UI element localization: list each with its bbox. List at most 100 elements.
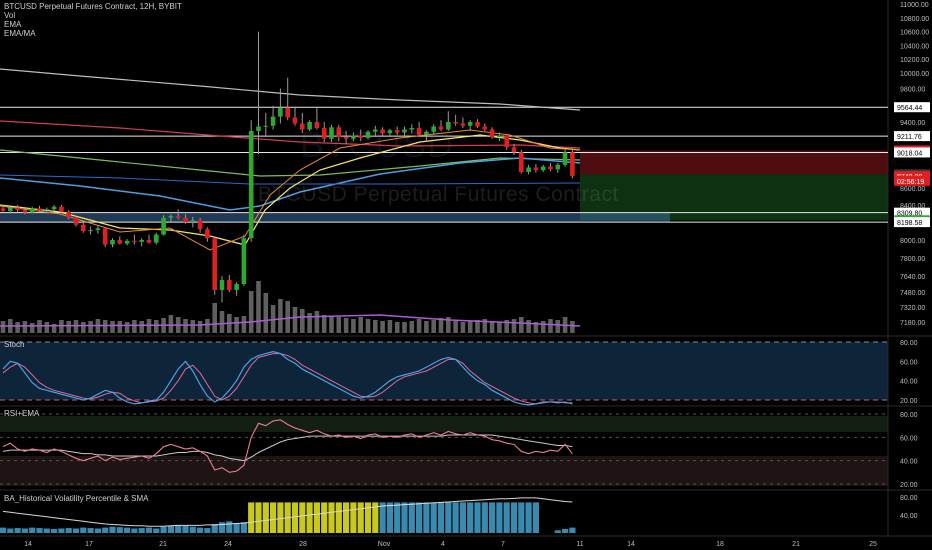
candle-body (117, 240, 123, 244)
volume-bar (66, 321, 71, 333)
candle-body (482, 126, 488, 130)
ema-orange-line (0, 129, 581, 251)
candle-body (183, 217, 188, 222)
candle-body (205, 229, 210, 239)
candle-body (219, 280, 225, 290)
indicator-vol[interactable]: Vol (4, 11, 16, 20)
price-axis-tick: 7180.00 (900, 320, 925, 327)
candle-body (329, 127, 334, 139)
hv-bar (481, 502, 488, 533)
time-axis-tick: Nov (378, 541, 391, 548)
hv-bar (124, 527, 131, 533)
candle-body (300, 123, 305, 130)
volume-bar (59, 320, 64, 333)
candle-body (467, 122, 473, 126)
candle-body (102, 228, 108, 245)
volume-bar (183, 319, 188, 333)
ma-red-line (0, 120, 581, 149)
volume-bar (307, 313, 312, 333)
stoch-axis-tick: 40.00 (900, 379, 918, 386)
price-axis-tick: 8400.00 (900, 203, 925, 210)
volume-bar (467, 321, 473, 333)
candle-body (234, 284, 239, 290)
price-axis-tick: 9800.00 (900, 87, 925, 94)
watermark-text: BTCUSD Perpetual Futures Contract (258, 183, 619, 206)
hv-bar (270, 502, 277, 533)
hv-bar (7, 528, 14, 533)
time-axis-tick: 14 (24, 541, 32, 548)
ma-green-line (0, 149, 581, 177)
candle-body (197, 220, 203, 230)
indicator-ema[interactable]: EMA (4, 20, 22, 29)
candle-body (497, 135, 502, 137)
time-axis-tick: 28 (299, 541, 307, 548)
watermark-ticker: BTCUSD (300, 124, 455, 165)
candle-body (438, 126, 444, 130)
hv-bar (306, 502, 313, 533)
hv-bar (94, 528, 101, 533)
candle-body (409, 128, 415, 130)
price-label-text: 9018.04 (897, 150, 922, 157)
volume-bar (460, 322, 466, 333)
candle-body (519, 152, 524, 172)
indicator-ema-ma[interactable]: EMA/MA (4, 29, 36, 38)
candle-body (570, 152, 575, 177)
hv-bar (562, 528, 569, 533)
candle-body (161, 217, 166, 235)
candle-body (285, 107, 290, 118)
volume-bar (548, 319, 553, 333)
volume-bar (124, 322, 130, 333)
hv-bar (109, 526, 116, 533)
hv-bar (401, 502, 408, 533)
hv-bar (197, 527, 204, 533)
time-axis-tick: 18 (716, 541, 724, 548)
rsi-label[interactable]: RSI+EMA (4, 409, 40, 418)
hv-bar (211, 524, 218, 533)
volume-bar (88, 321, 93, 333)
hv-bar (335, 502, 342, 533)
candle-body (263, 125, 269, 127)
candle-body (29, 208, 35, 213)
candle-body (241, 238, 247, 284)
volume-bar (190, 320, 196, 333)
hv-bar (291, 502, 299, 533)
hv-bar (408, 502, 415, 533)
candle-body (431, 126, 436, 132)
candle-body (248, 131, 254, 239)
hv-bar (503, 502, 510, 533)
volume-bar (234, 317, 239, 333)
candle-body (540, 166, 546, 171)
volume-bar (519, 317, 524, 333)
hv-bar (532, 502, 539, 533)
price-axis-tick: 7480.00 (900, 290, 925, 297)
candle-body (168, 216, 174, 218)
hv-bar (102, 527, 109, 533)
volume-bar (168, 315, 174, 333)
hv-bar (65, 528, 72, 533)
volume-bar (139, 321, 144, 333)
time-axis-tick: 14 (627, 541, 635, 548)
volume-bar (110, 321, 115, 333)
time-axis-tick: 21 (792, 541, 800, 548)
candle-body (380, 129, 385, 134)
volume-bar (241, 316, 247, 333)
time-axis-tick: 11 (576, 541, 583, 548)
candle-body (73, 217, 79, 225)
hv-bar (189, 526, 196, 533)
stoch-label[interactable]: Stoch (4, 340, 25, 349)
hv-bar (29, 527, 36, 533)
candle-body (424, 131, 429, 135)
candle-body (66, 211, 71, 218)
volume-ma-line (0, 314, 581, 327)
hv-bar (350, 502, 357, 533)
volume-bar (154, 320, 159, 333)
hv-bar (430, 502, 437, 533)
stoch-d-line (2, 353, 573, 405)
candle-body (37, 208, 42, 211)
volume-bar (22, 321, 28, 333)
candle-body (453, 122, 458, 124)
volume-bar (292, 307, 298, 333)
hv-label[interactable]: BA_Historical Volatility Percentile & SM… (4, 494, 149, 503)
hv-bar (262, 502, 269, 533)
